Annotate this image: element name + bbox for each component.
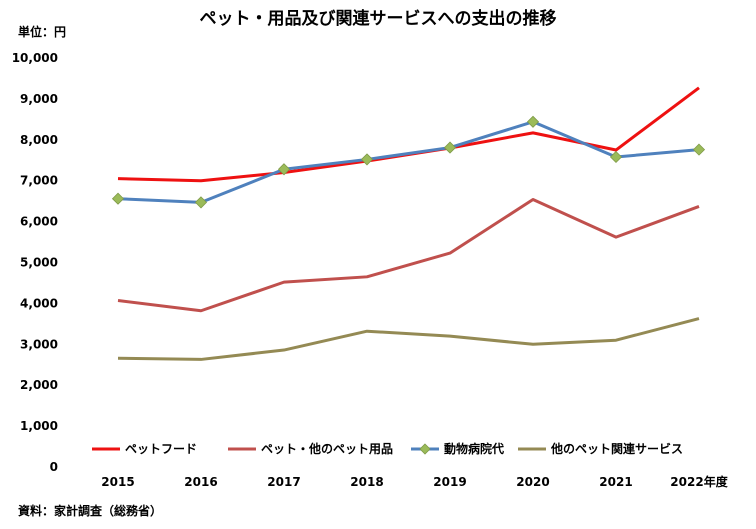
- data-point: [692, 143, 706, 156]
- data-point: [526, 115, 540, 128]
- y-tick-label: 10,000: [12, 51, 58, 65]
- y-tick-label: 8,000: [20, 133, 58, 147]
- x-tick-label: 2020: [516, 475, 549, 489]
- x-tick-label: 2022年度: [670, 474, 728, 489]
- source-note: 資料：家計調査（総務省）: [18, 503, 162, 518]
- y-tick-label: 9,000: [20, 92, 58, 106]
- unit-label: 単位：円: [18, 24, 66, 39]
- y-tick-label: 7,000: [20, 174, 58, 188]
- x-tick-label: 2021: [599, 475, 632, 489]
- series-line-0: [117, 86, 700, 183]
- y-tick-label: 5,000: [20, 256, 58, 270]
- legend-label: 他のペット関連サービス: [550, 441, 683, 456]
- y-tick-label: 0: [50, 460, 58, 474]
- legend-marker: [419, 443, 431, 455]
- data-point: [360, 153, 374, 166]
- series-line-1: [117, 198, 700, 313]
- legend-label: 動物病院代: [444, 441, 504, 456]
- chart-title: ペット・用品及び関連サービスへの支出の推移: [200, 8, 557, 29]
- series-line-2: [117, 120, 700, 204]
- legend-label: ペットフード: [125, 442, 197, 456]
- y-axis: 0 1,000 2,000 3,000 4,000 5,000 6,000 7,000 8,00…: [12, 51, 58, 474]
- data-point: [277, 163, 291, 176]
- x-axis: 2015 2016 2017 2018 2019 2020 2021 2022年度: [101, 474, 728, 489]
- y-tick-label: 4,000: [20, 296, 58, 310]
- x-tick-label: 2019: [433, 475, 466, 489]
- y-tick-label: 6,000: [20, 215, 58, 229]
- y-tick-label: 3,000: [20, 337, 58, 351]
- data-point: [111, 192, 125, 205]
- series-line-3: [117, 317, 700, 361]
- y-tick-label: 2,000: [20, 378, 58, 392]
- legend-label: ペット・他のペット用品: [261, 441, 393, 456]
- data-point: [609, 150, 623, 164]
- x-tick-label: 2016: [184, 475, 217, 489]
- x-tick-label: 2017: [267, 475, 300, 489]
- data-point: [443, 141, 457, 154]
- y-tick-label: 1,000: [20, 419, 58, 433]
- x-tick-label: 2018: [350, 475, 383, 489]
- data-point: [194, 196, 208, 209]
- x-tick-label: 2015: [101, 475, 134, 489]
- plot-area: [111, 86, 706, 361]
- legend: ペットフード ペット・他のペット用品 動物病院代 他のペット関連サービス: [92, 441, 683, 456]
